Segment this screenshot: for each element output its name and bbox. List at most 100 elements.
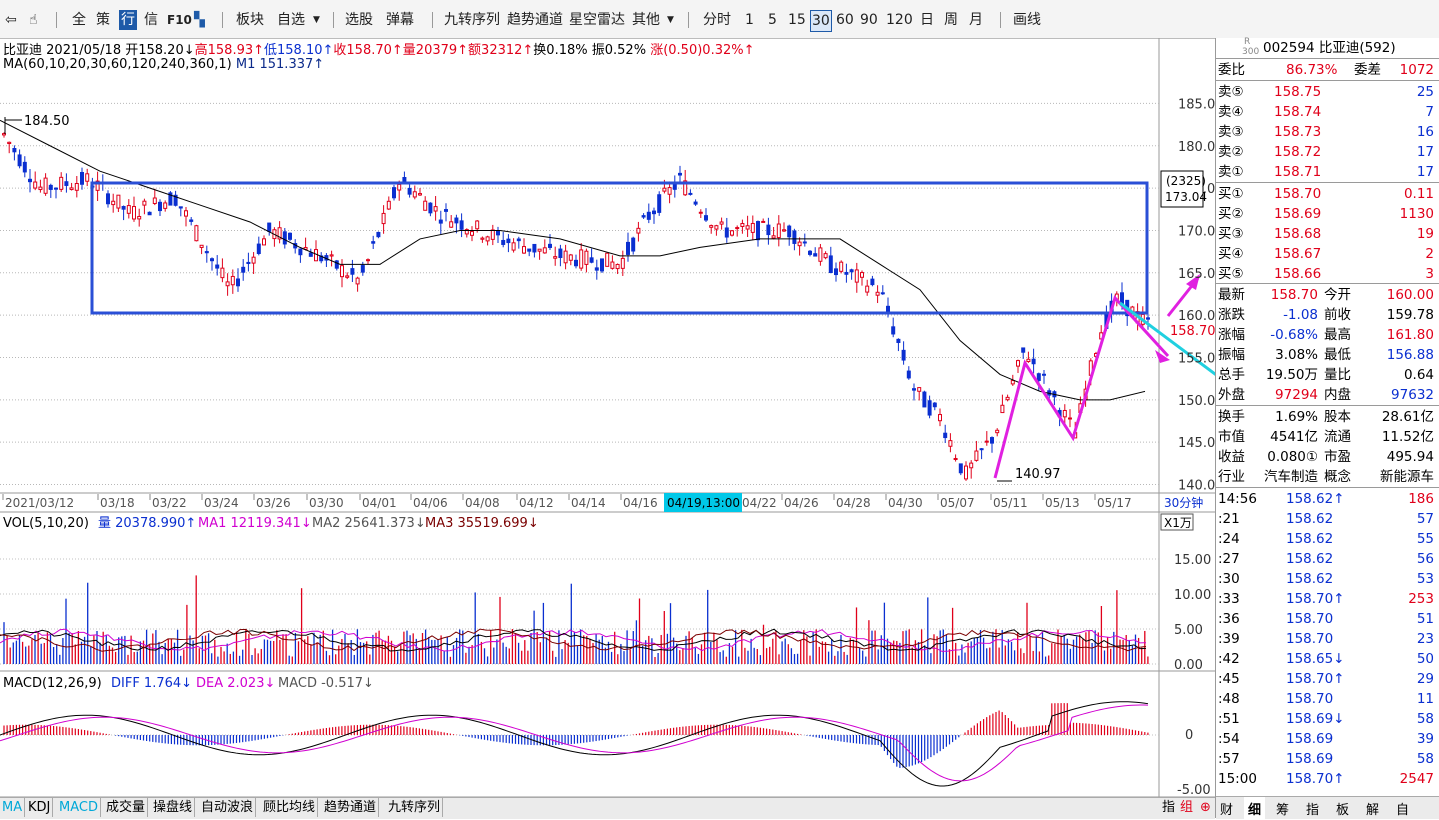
- tick-row[interactable]: 14:56 158.62↑ 186: [1216, 489, 1439, 509]
- stat-row[interactable]: 总手 19.50万 量比 0.64: [1216, 365, 1439, 385]
- tb-120min[interactable]: 120: [886, 12, 913, 28]
- tb-60min[interactable]: 60: [836, 12, 854, 28]
- tick-row[interactable]: :27 158.62 56: [1216, 549, 1439, 569]
- bid-row[interactable]: 买③ 158.68 19: [1216, 224, 1439, 244]
- panel-tab-detail[interactable]: 细: [1244, 797, 1266, 820]
- tab-ma[interactable]: MA: [0, 798, 26, 817]
- chevron-down-icon[interactable]: ▼: [313, 15, 320, 25]
- stat-row[interactable]: 涨幅 -0.68% 最高 161.80: [1216, 325, 1439, 345]
- candle-body: [787, 225, 792, 238]
- stat-row[interactable]: 最新 158.70 今开 160.00: [1216, 285, 1439, 305]
- tick-row[interactable]: :57 158.69 58: [1216, 749, 1439, 769]
- tb-strategy[interactable]: 策: [96, 12, 110, 28]
- stat-row[interactable]: 振幅 3.08% 最低 156.88: [1216, 345, 1439, 365]
- tb-watchlist[interactable]: 自选: [277, 12, 305, 28]
- tb-screener[interactable]: 选股: [345, 12, 373, 28]
- pointer-icon[interactable]: ☝: [29, 12, 38, 28]
- tab-kdj[interactable]: KDJ: [26, 798, 54, 817]
- tick-row[interactable]: :33 158.70↑ 253: [1216, 589, 1439, 609]
- fundamental-row[interactable]: 市值 4541亿 流通 11.52亿: [1216, 427, 1439, 447]
- panel-tab-sector[interactable]: 板: [1336, 803, 1350, 818]
- tb-quote[interactable]: 行: [119, 10, 137, 30]
- tab-volume[interactable]: 成交量: [104, 798, 149, 817]
- kline-canvas[interactable]: 184.50 140.97 185.00180.00175.00170.0016…: [0, 38, 1215, 818]
- panel-tab-custom[interactable]: 自: [1396, 803, 1410, 818]
- wave-annotation-magenta[interactable]: [993, 295, 1170, 479]
- tb-30min[interactable]: 30: [810, 10, 832, 32]
- fundamental-row[interactable]: 行业 汽车制造 概念 新能源车: [1216, 467, 1439, 487]
- layout-icon[interactable]: ▚: [194, 12, 205, 28]
- tab-macd[interactable]: MACD: [57, 798, 101, 817]
- tb-draw[interactable]: 画线: [1013, 12, 1041, 28]
- tb-month[interactable]: 月: [969, 12, 983, 28]
- fund-value: 1.69%: [1275, 409, 1318, 425]
- candle-body: [69, 187, 74, 191]
- tick-row[interactable]: :51 158.69↓ 58: [1216, 709, 1439, 729]
- consolidation-box[interactable]: [90, 181, 1149, 315]
- fundamental-row[interactable]: 换手 1.69% 股本 28.61亿: [1216, 407, 1439, 427]
- tb-intraday[interactable]: 分时: [703, 12, 731, 28]
- stat-label: 总手: [1218, 367, 1245, 383]
- tb-trend-channel[interactable]: 趋势通道: [507, 12, 563, 28]
- tb-1min[interactable]: 1: [745, 12, 754, 28]
- ask-row[interactable]: 卖⑤ 158.75 25: [1216, 82, 1439, 102]
- candle-body: [511, 242, 516, 251]
- bid-row[interactable]: 买④ 158.67 2: [1216, 244, 1439, 264]
- tb-day[interactable]: 日: [920, 12, 934, 28]
- stat-value: -1.08: [1283, 307, 1318, 323]
- tb-week[interactable]: 周: [944, 12, 958, 28]
- tick-row[interactable]: :42 158.65↓ 50: [1216, 649, 1439, 669]
- fundamental-row[interactable]: 收益 0.080① 市盈 495.94: [1216, 447, 1439, 467]
- tb-danmu[interactable]: 弹幕: [386, 12, 414, 28]
- tb-90min[interactable]: 90: [860, 12, 878, 28]
- tab-gmma[interactable]: 顾比均线: [261, 798, 319, 817]
- tab-operate-line[interactable]: 操盘线: [151, 798, 196, 817]
- plus-icon[interactable]: ⊕: [1200, 800, 1211, 815]
- chevron-down-icon[interactable]: ▼: [667, 15, 674, 25]
- stat-value: 3.08%: [1275, 347, 1318, 363]
- box-label-price: 173.04: [1165, 190, 1207, 204]
- candle-body: [662, 187, 667, 192]
- tab-index[interactable]: 指: [1162, 800, 1176, 815]
- stat-row[interactable]: 外盘 97294 内盘 97632: [1216, 385, 1439, 405]
- tick-row[interactable]: :54 158.69 39: [1216, 729, 1439, 749]
- stat-row[interactable]: 涨跌 -1.08 前收 159.78: [1216, 305, 1439, 325]
- tick-row[interactable]: :30 158.62 53: [1216, 569, 1439, 589]
- tick-price: 158.69↓: [1286, 711, 1345, 727]
- tb-radar[interactable]: 星空雷达: [569, 12, 625, 28]
- tab-trend-channel[interactable]: 趋势通道: [322, 798, 380, 817]
- tb-all[interactable]: 全: [72, 12, 86, 28]
- bid-row[interactable]: 买⑤ 158.66 3: [1216, 264, 1439, 284]
- quote-panel: R 300 002594 比亚迪(592) 委比 86.73% 委差 1072 …: [1215, 37, 1439, 820]
- tick-row[interactable]: :21 158.62 57: [1216, 509, 1439, 529]
- tick-price: 158.70↑: [1286, 671, 1345, 687]
- tb-nine-turn[interactable]: 九转序列: [444, 12, 500, 28]
- ask-row[interactable]: 卖③ 158.73 16: [1216, 122, 1439, 142]
- tab-group[interactable]: 组: [1180, 800, 1194, 815]
- tick-row[interactable]: :48 158.70 11: [1216, 689, 1439, 709]
- tick-row[interactable]: :45 158.70↑ 29: [1216, 669, 1439, 689]
- tick-row[interactable]: :24 158.62 55: [1216, 529, 1439, 549]
- tb-15min[interactable]: 15: [788, 12, 806, 28]
- panel-tab-unlock[interactable]: 解: [1366, 803, 1380, 818]
- bid-row[interactable]: 买② 158.69 1130: [1216, 204, 1439, 224]
- wave-annotation-cyan[interactable]: [1119, 301, 1215, 458]
- tab-auto-wave[interactable]: 自动波浪: [199, 798, 257, 817]
- back-arrow-icon[interactable]: ⇦: [5, 12, 17, 28]
- tb-info[interactable]: 信: [144, 12, 158, 28]
- tick-row[interactable]: 15:00 158.70↑ 2547: [1216, 769, 1439, 789]
- ask-row[interactable]: 卖④ 158.74 7: [1216, 102, 1439, 122]
- ask-row[interactable]: 卖① 158.71 17: [1216, 162, 1439, 182]
- tb-other[interactable]: 其他: [632, 12, 660, 28]
- tab-nine-turn[interactable]: 九转序列: [386, 798, 444, 817]
- bid-row[interactable]: 买① 158.70 0.11: [1216, 184, 1439, 204]
- panel-tab-index[interactable]: 指: [1306, 803, 1320, 818]
- ask-row[interactable]: 卖② 158.72 17: [1216, 142, 1439, 162]
- tb-sector[interactable]: 板块: [236, 12, 264, 28]
- panel-tab-chips[interactable]: 筹: [1276, 803, 1290, 818]
- tick-row[interactable]: :36 158.70 51: [1216, 609, 1439, 629]
- panel-tab-finance[interactable]: 财: [1220, 803, 1234, 818]
- tb-f10[interactable]: F10: [167, 13, 192, 27]
- tick-row[interactable]: :39 158.70 23: [1216, 629, 1439, 649]
- tb-5min[interactable]: 5: [768, 12, 777, 28]
